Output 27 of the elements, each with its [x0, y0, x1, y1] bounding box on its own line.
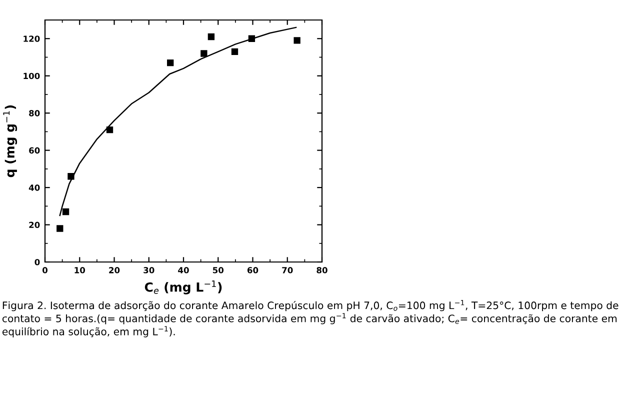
point [62, 208, 70, 216]
point [56, 225, 64, 232]
x-tick-label: 30 [144, 267, 154, 274]
y-tick-label: 0 [34, 258, 40, 266]
y-tick-label: 80 [29, 110, 40, 116]
line-series [59, 26, 297, 216]
point [208, 33, 215, 40]
x-tick-label: 40 [178, 267, 189, 274]
x-tick-label: 70 [282, 267, 293, 274]
x-axis-title: C$_{e}$ (mg L$^{−1}$) [144, 280, 222, 294]
x-tick-label: 80 [316, 267, 328, 274]
x-tick-label: 10 [74, 267, 86, 274]
point [167, 59, 174, 66]
x-tick-label: 50 [212, 267, 224, 274]
y-tick-label: 120 [24, 36, 40, 42]
y-tick-label: 100 [24, 72, 40, 80]
y-tick-label: 20 [29, 222, 40, 228]
point [200, 50, 208, 57]
y-tick-label: 60 [29, 147, 40, 154]
x-tick-label: 60 [247, 267, 258, 274]
y-tick-label: 40 [28, 184, 40, 191]
point [231, 48, 238, 55]
point [294, 37, 300, 44]
x-tick-label: 0 [42, 267, 48, 274]
text: Figura 2. Isoterma de adsorção do corante Amarelo Crepúsculo em pH 7,0, C$_{o}$=100 mg L$^{−1}$, T=25°C, 100rpm e tempo de contato = 5 horas.(q= quantidade de corante adsorvida em mg g$^{−1}$ de carvão ativado; C$_{e}$= concentração de corante em equilíbrio na solução, em mg L$^{−1}$). [2, 300, 618, 338]
x-tick-label: 20 [109, 267, 120, 274]
y-axis-title: q (mg g$^{−1}$) [3, 105, 18, 178]
